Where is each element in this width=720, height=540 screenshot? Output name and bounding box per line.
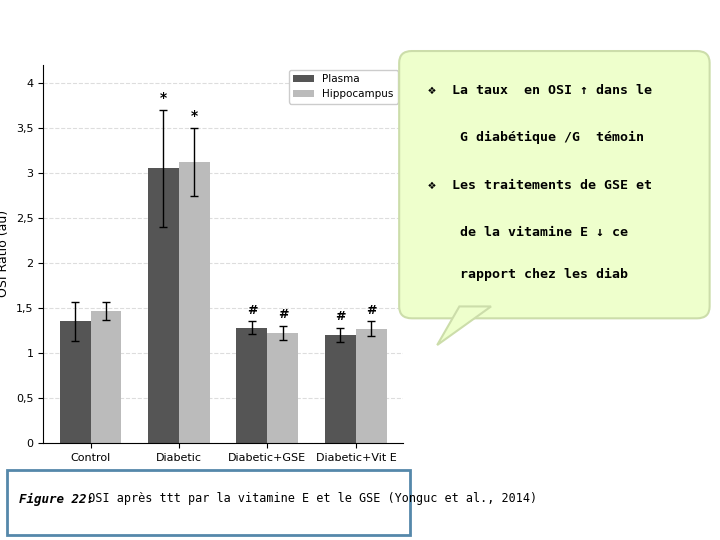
Text: ❖  Les traitements de GSE et: ❖ Les traitements de GSE et	[428, 179, 652, 192]
FancyBboxPatch shape	[399, 51, 710, 319]
Text: #: #	[278, 308, 288, 321]
Text: #: #	[247, 304, 257, 317]
Text: G diabétique /G  témoin: G diabétique /G témoin	[428, 131, 644, 144]
Bar	[148, 168, 179, 443]
Bar	[236, 328, 267, 443]
Text: OSI après ttt par la vitamine E et le GSE (Yonguc et al., 2014): OSI après ttt par la vitamine E et le GS…	[73, 492, 537, 505]
Text: rapport chez les diab: rapport chez les diab	[428, 268, 628, 281]
Text: *: *	[191, 109, 198, 123]
Y-axis label: OSI Ratio (au): OSI Ratio (au)	[0, 210, 10, 298]
Text: #: #	[366, 304, 377, 317]
FancyBboxPatch shape	[7, 470, 410, 535]
Text: ❖  La taux  en OSI ↑ dans le: ❖ La taux en OSI ↑ dans le	[428, 84, 652, 97]
Bar	[356, 328, 387, 443]
Bar	[179, 162, 210, 443]
Bar	[60, 321, 91, 443]
Bar	[267, 333, 298, 443]
Bar	[91, 310, 122, 443]
Legend: Plasma, Hippocampus: Plasma, Hippocampus	[289, 70, 398, 104]
Polygon shape	[437, 306, 491, 345]
Text: de la vitamine E ↓ ce: de la vitamine E ↓ ce	[428, 226, 628, 239]
Text: Figure 22:: Figure 22:	[19, 492, 94, 505]
Text: *: *	[160, 91, 167, 105]
Text: GUY. Yonguc et al.: GUY. Yonguc et al.	[317, 72, 392, 82]
Bar	[325, 335, 356, 443]
Text: #: #	[335, 310, 346, 323]
